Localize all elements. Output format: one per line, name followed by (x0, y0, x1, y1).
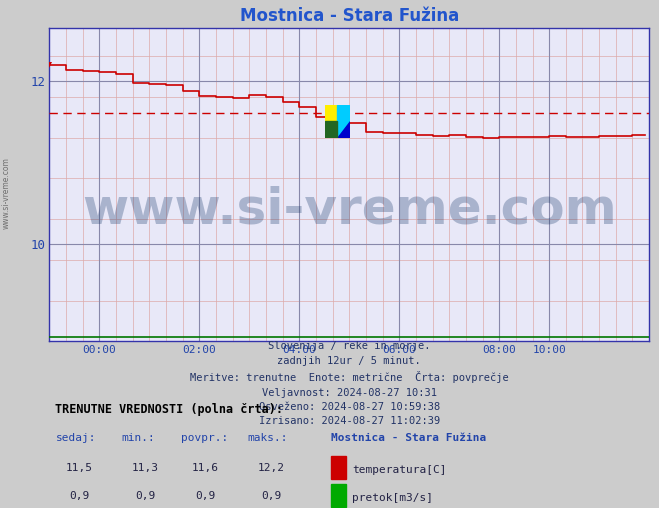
Bar (331, 484, 346, 507)
Text: temperatura[C]: temperatura[C] (353, 465, 447, 474)
Text: 0,9: 0,9 (195, 491, 215, 501)
Text: www.si-vreme.com: www.si-vreme.com (82, 185, 617, 234)
Text: TRENUTNE VREDNOSTI (polna črta):: TRENUTNE VREDNOSTI (polna črta): (55, 403, 283, 417)
Polygon shape (337, 105, 350, 121)
Text: 0,9: 0,9 (261, 491, 281, 501)
Text: sedaj:: sedaj: (55, 433, 96, 443)
Text: Mostnica - Stara Fužina: Mostnica - Stara Fužina (331, 433, 486, 443)
Polygon shape (337, 121, 350, 138)
Text: min.:: min.: (121, 433, 155, 443)
Polygon shape (337, 121, 350, 138)
Title: Mostnica - Stara Fužina: Mostnica - Stara Fužina (240, 7, 459, 25)
Text: 0,9: 0,9 (135, 491, 156, 501)
Text: 11,6: 11,6 (192, 463, 219, 473)
Text: maks.:: maks.: (247, 433, 288, 443)
Text: 12,2: 12,2 (258, 463, 285, 473)
Text: www.si-vreme.com: www.si-vreme.com (2, 157, 11, 229)
Polygon shape (325, 121, 337, 138)
Bar (331, 456, 346, 479)
Polygon shape (325, 105, 337, 121)
Text: Slovenija / reke in morje.
zadnjih 12ur / 5 minut.
Meritve: trenutne  Enote: met: Slovenija / reke in morje. zadnjih 12ur … (190, 341, 509, 426)
Text: povpr.:: povpr.: (181, 433, 229, 443)
Text: 0,9: 0,9 (69, 491, 90, 501)
Text: 11,3: 11,3 (132, 463, 159, 473)
Text: 11,5: 11,5 (66, 463, 93, 473)
Text: pretok[m3/s]: pretok[m3/s] (353, 493, 433, 503)
